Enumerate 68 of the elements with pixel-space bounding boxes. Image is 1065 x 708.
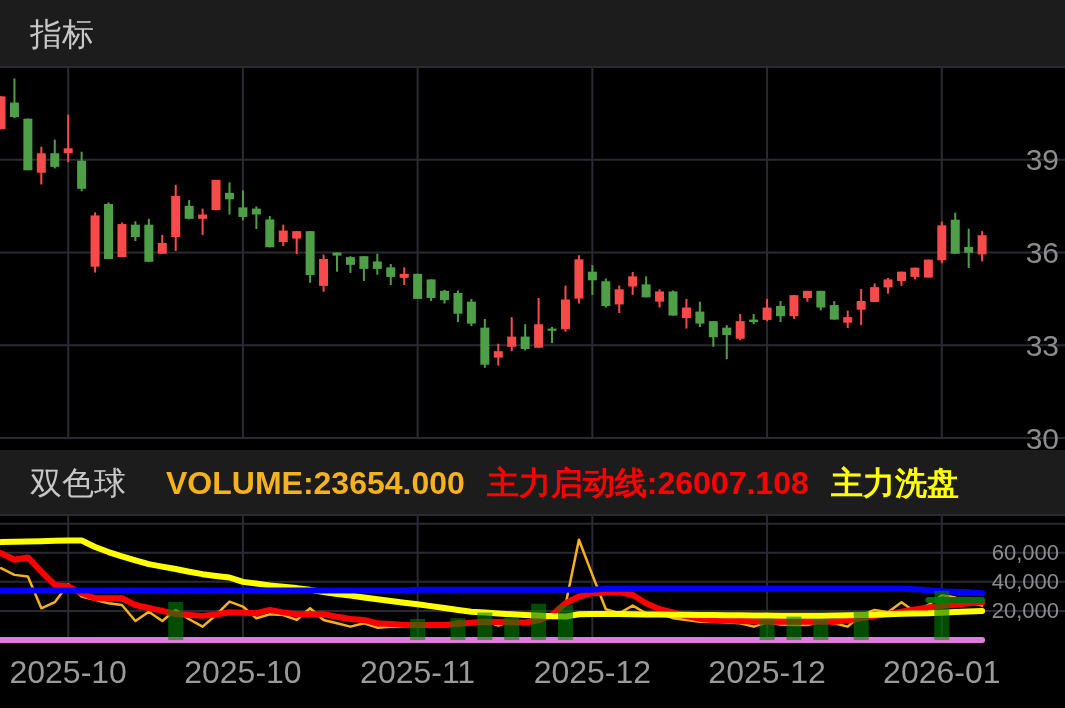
- bar: [477, 612, 493, 640]
- candlestick: [36, 145, 46, 186]
- x-tick-label: 2025-10: [9, 654, 127, 690]
- y-tick-label: 39: [1025, 143, 1059, 177]
- candlestick: [278, 223, 288, 248]
- candlestick: [507, 316, 517, 353]
- candlestick: [63, 113, 73, 163]
- y-tick-label: 36: [1025, 236, 1059, 269]
- candlestick: [829, 300, 839, 321]
- bar: [531, 603, 547, 640]
- candlestick: [762, 297, 772, 323]
- candlestick: [870, 282, 880, 303]
- bar: [168, 601, 184, 640]
- y-tick-label: 60,000: [991, 540, 1059, 566]
- candlestick: [587, 264, 597, 296]
- candlestick: [964, 227, 974, 269]
- bar: [786, 616, 802, 640]
- candlestick: [130, 220, 140, 243]
- candlestick: [856, 287, 866, 327]
- candlestick: [655, 288, 665, 309]
- candlestick: [386, 262, 396, 286]
- y-tick-label: 30: [1025, 421, 1059, 455]
- y-tick-label: 33: [1025, 328, 1059, 362]
- candlestick: [534, 296, 544, 349]
- x-tick-label: 2025-11: [360, 654, 476, 690]
- chart-title: 指标: [29, 15, 94, 52]
- x-tick-label: 2025-12: [533, 654, 652, 690]
- bar: [410, 618, 426, 640]
- x-tick-label: 2025-12: [708, 654, 826, 690]
- candlestick: [466, 297, 476, 328]
- bar: [450, 618, 466, 640]
- candlestick: [238, 189, 248, 222]
- bar: [813, 619, 829, 640]
- bar: [759, 619, 775, 640]
- candlestick: [628, 270, 638, 296]
- text: 主力启动线:26007.108: [485, 464, 809, 501]
- bar: [934, 590, 950, 640]
- candlestick: [493, 342, 503, 367]
- x-tick-label: 2025-10: [184, 654, 302, 690]
- candlestick: [359, 255, 369, 282]
- bar: [504, 617, 520, 640]
- candlestick: [977, 230, 987, 263]
- candlestick: [520, 323, 530, 352]
- candlestick: [722, 324, 732, 361]
- text: 主力洗盘: [829, 464, 959, 501]
- candlestick: [776, 300, 786, 324]
- candlestick: [735, 313, 745, 342]
- candlestick: [372, 252, 382, 276]
- x-tick-label: 2026-01: [883, 654, 1001, 690]
- candlestick: [157, 233, 167, 255]
- candlestick: [224, 181, 234, 216]
- candlestick: [789, 294, 799, 320]
- bar: [853, 610, 869, 640]
- candlestick: [198, 207, 208, 236]
- chart-title: 双色球: [30, 464, 126, 501]
- candlestick: [50, 138, 60, 170]
- y-tick-label: 40,000: [991, 569, 1059, 595]
- text: VOLUME:23654.000: [166, 464, 465, 501]
- candlestick: [426, 278, 436, 303]
- candlestick: [695, 300, 705, 329]
- candlestick: [681, 297, 691, 330]
- candlestick: [9, 77, 19, 120]
- candlestick: [614, 284, 624, 315]
- candlestick: [708, 320, 718, 348]
- bar: [557, 604, 573, 640]
- candlestick: [292, 230, 302, 256]
- y-tick-label: 20,000: [991, 598, 1059, 624]
- candlestick: [453, 289, 463, 324]
